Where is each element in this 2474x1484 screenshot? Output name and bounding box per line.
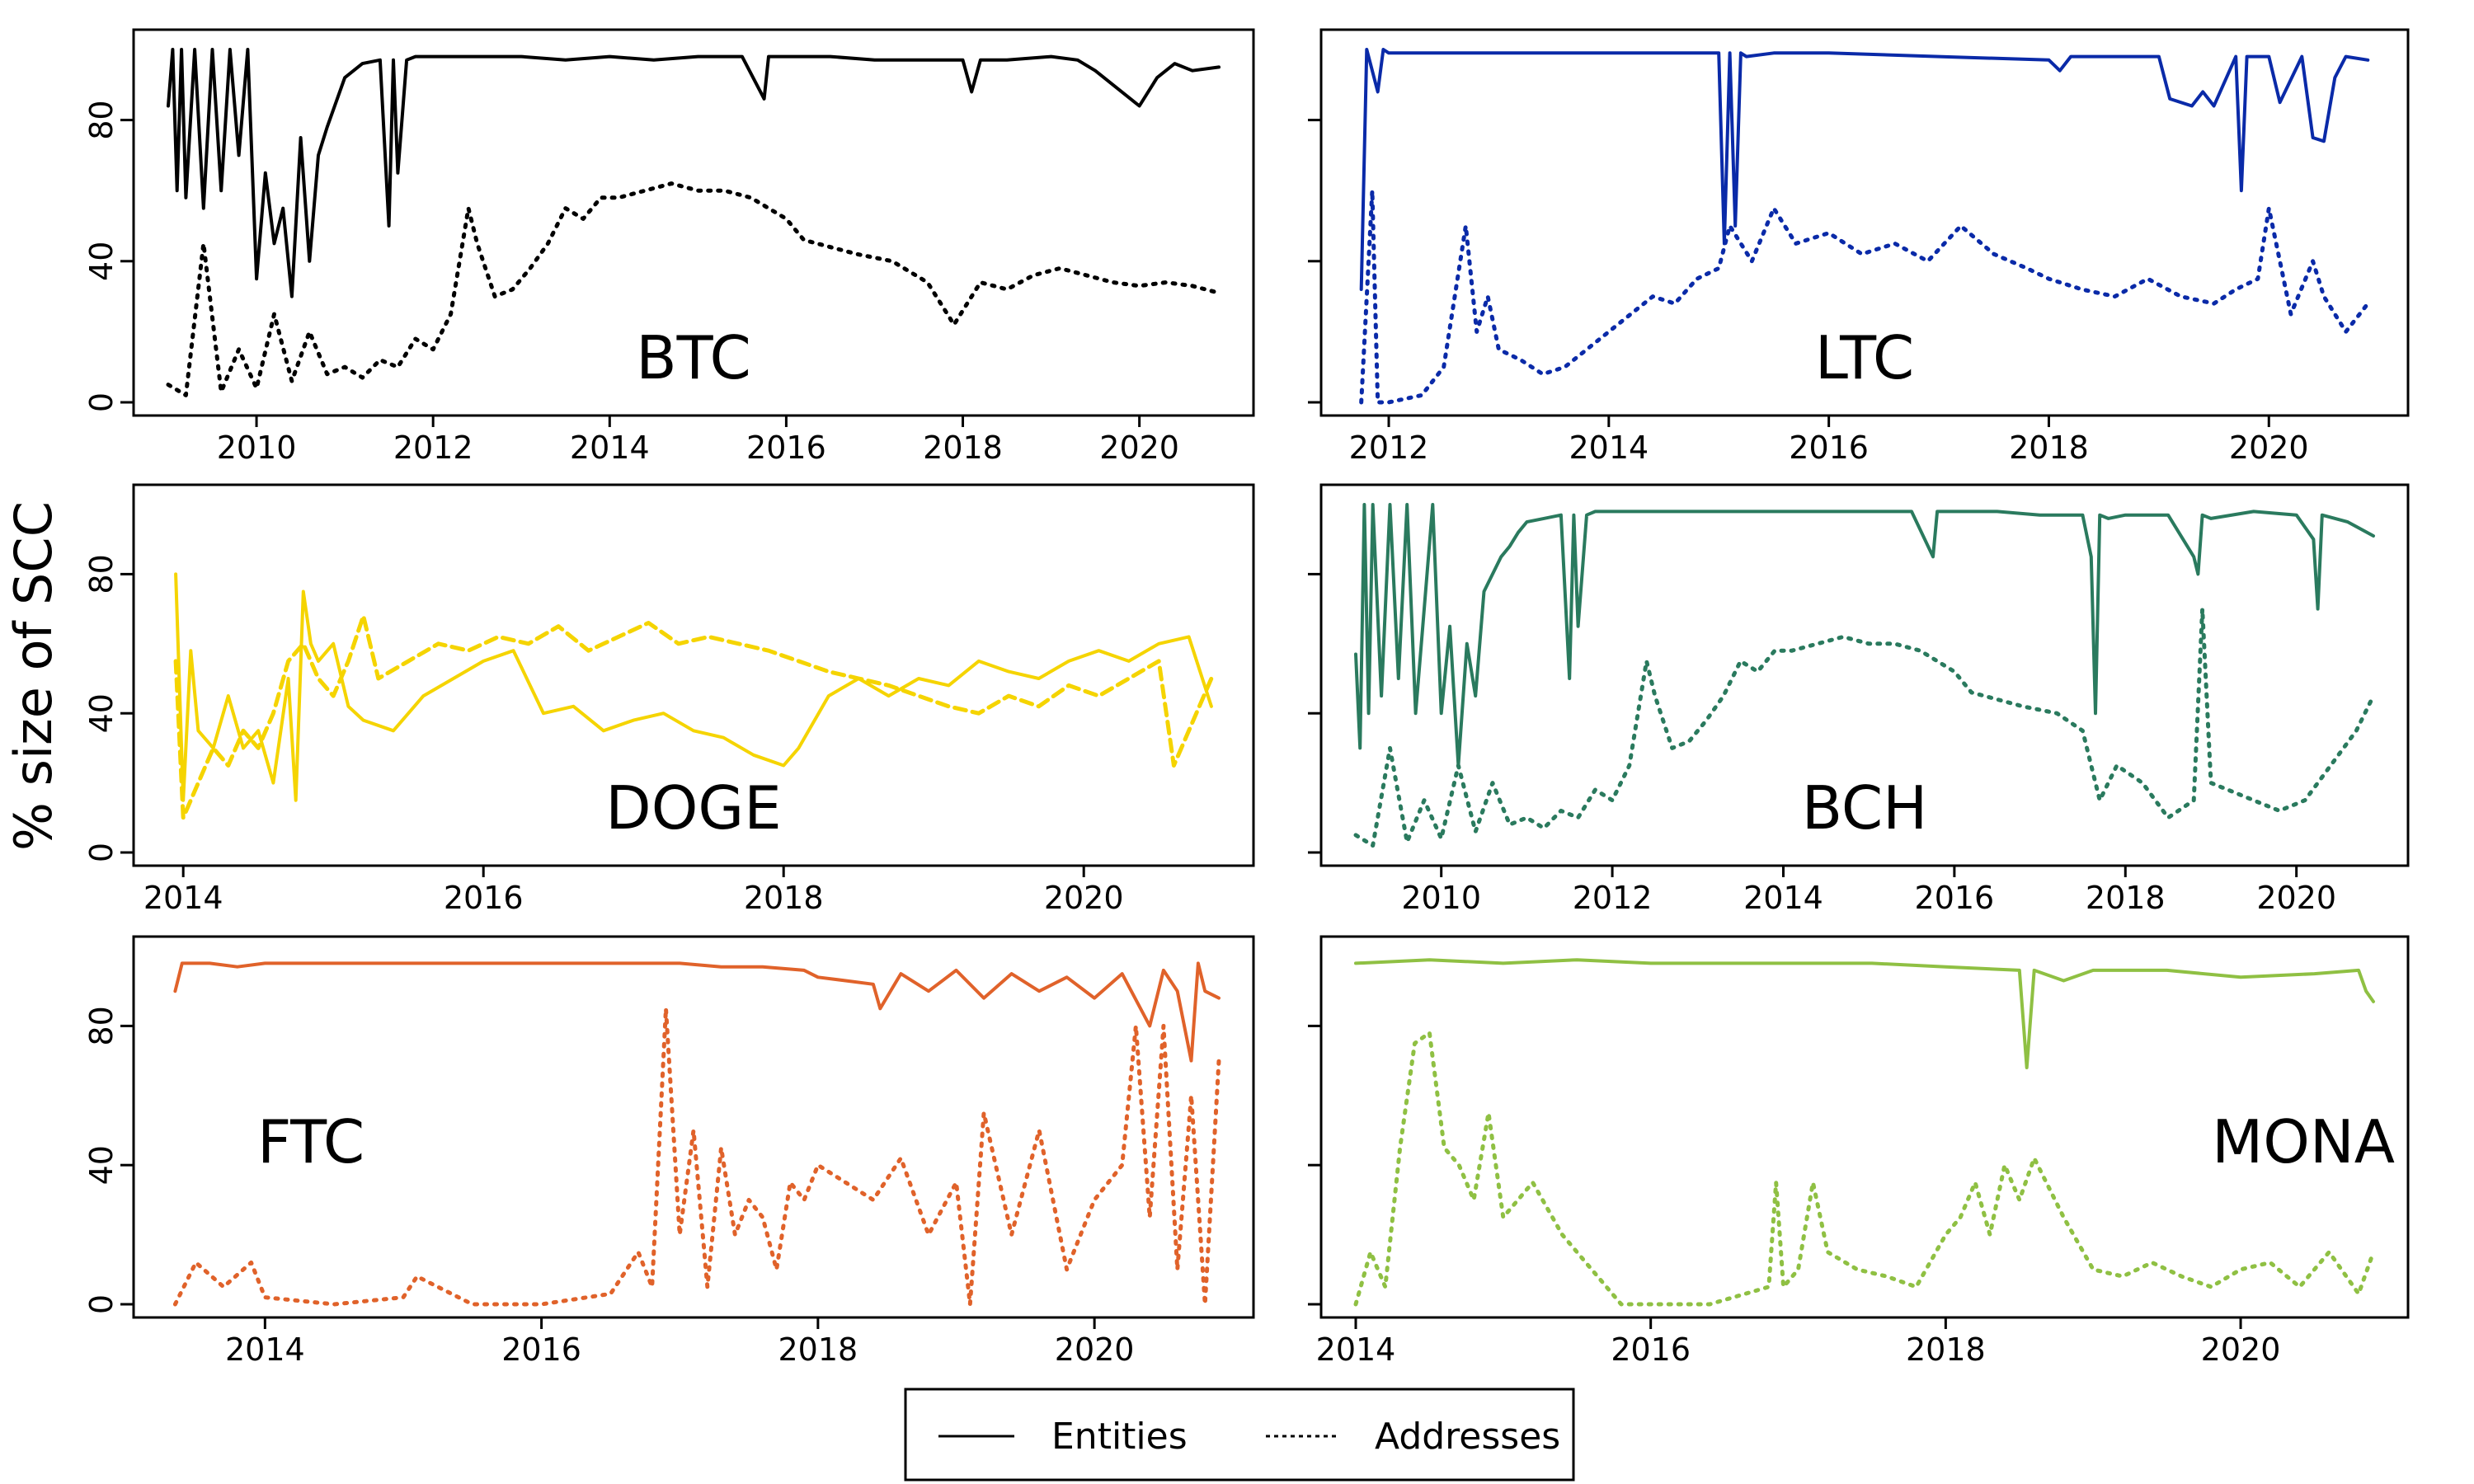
legend: Entities Addresses [904, 1388, 1575, 1482]
x-tick-label-btc: 2014 [570, 430, 650, 466]
legend-entities-label: Entities [1051, 1416, 1188, 1458]
x-tick-label-bch: 2020 [2256, 880, 2336, 916]
series-ltc-addresses [1359, 188, 2370, 405]
coin-label-ftc: FTC [257, 1107, 365, 1176]
x-tick-label-bch: 2012 [1573, 880, 1653, 916]
panel-frame-ltc [1319, 28, 2410, 417]
x-tick-label-ltc: 2014 [1569, 430, 1649, 466]
x-tick-label-doge: 2016 [444, 880, 524, 916]
x-tick-label-doge: 2018 [744, 880, 824, 916]
panels: 0 40 80 2010 2012 2014 2016 2018 2020 BTC 2012 2014… [83, 28, 2410, 1368]
x-tick-label-mona: 2014 [1316, 1331, 1396, 1368]
y-tick-label-doge: 40 [83, 693, 120, 733]
panel-frame-ftc [132, 935, 1255, 1319]
series-btc-addresses [166, 181, 1221, 397]
x-tick-label-mona: 2016 [1611, 1331, 1691, 1368]
panel-doge: 0 40 80 2014 2016 2018 2020 DOGE [83, 483, 1255, 916]
y-tick-label-btc: 0 [83, 392, 120, 412]
x-tick-label-ltc: 2012 [1349, 430, 1429, 466]
panel-frame-bch [1319, 483, 2410, 867]
series-btc-entities [167, 48, 1221, 298]
x-tick-label-bch: 2018 [2086, 880, 2166, 916]
coin-label-ltc: LTC [1815, 323, 1914, 392]
coin-label-doge: DOGE [605, 773, 781, 843]
x-tick-label-ltc: 2018 [2009, 430, 2089, 466]
x-tick-label-ftc: 2020 [1055, 1331, 1135, 1368]
y-tick-label-btc: 80 [83, 100, 120, 139]
x-tick-label-mona: 2018 [1906, 1331, 1986, 1368]
y-tick-label-ftc: 40 [83, 1145, 120, 1185]
x-tick-label-mona: 2020 [2201, 1331, 2281, 1368]
x-tick-label-ftc: 2016 [501, 1331, 581, 1368]
series-ltc-entities [1359, 48, 2370, 291]
series-mona-addresses [1353, 1031, 2376, 1307]
x-tick-label-btc: 2016 [746, 430, 826, 466]
coin-label-btc: BTC [636, 323, 750, 392]
x-tick-label-ltc: 2020 [2229, 430, 2309, 466]
x-tick-label-bch: 2014 [1743, 880, 1823, 916]
panel-ltc: 2012 2014 2016 2018 2020 LTC [1308, 28, 2410, 466]
panel-bch: 2010 2012 2014 2016 2018 2020 BCH [1308, 483, 2410, 916]
x-tick-label-btc: 2018 [923, 430, 1003, 466]
series-ftc-addresses [172, 1006, 1221, 1307]
legend-addresses-label: Addresses [1375, 1416, 1560, 1458]
x-tick-label-btc: 2020 [1099, 430, 1179, 466]
panel-frame-btc [132, 28, 1255, 417]
x-tick-label-bch: 2010 [1401, 880, 1481, 916]
series-mona-entities [1354, 958, 2375, 1069]
panel-btc: 0 40 80 2010 2012 2014 2016 2018 2020 BTC [83, 28, 1255, 466]
coin-label-bch: BCH [1802, 773, 1928, 843]
x-tick-label-ftc: 2014 [225, 1331, 305, 1368]
coin-label-mona: MONA [2212, 1107, 2395, 1176]
legend-box [904, 1388, 1575, 1482]
panel-mona: 2014 2016 2018 2020 MONA [1308, 935, 2410, 1368]
x-tick-label-btc: 2012 [393, 430, 473, 466]
y-axis-label: % size of SCC [3, 501, 63, 851]
x-tick-label-ltc: 2016 [1789, 430, 1869, 466]
y-tick-label-ftc: 0 [83, 1294, 120, 1314]
x-tick-label-doge: 2020 [1044, 880, 1124, 916]
x-tick-label-btc: 2010 [217, 430, 297, 466]
series-ftc-entities [173, 961, 1221, 1063]
series-bch-entities [1354, 503, 2375, 768]
y-tick-label-doge: 0 [83, 843, 120, 862]
y-tick-label-btc: 40 [83, 242, 120, 281]
y-tick-label-ftc: 80 [83, 1006, 120, 1045]
panel-frame-mona [1319, 935, 2410, 1319]
panel-frame-doge [132, 483, 1255, 867]
series-doge-addresses [173, 613, 1214, 820]
series-doge-entities [174, 572, 1213, 802]
x-tick-label-doge: 2014 [143, 880, 223, 916]
panel-ftc: 0 40 80 2014 2016 2018 2020 FTC [83, 935, 1255, 1368]
y-tick-label-doge: 80 [83, 554, 120, 594]
series-bch-addresses [1353, 607, 2376, 848]
x-tick-label-ftc: 2018 [778, 1331, 858, 1368]
x-tick-label-bch: 2016 [1915, 880, 1995, 916]
